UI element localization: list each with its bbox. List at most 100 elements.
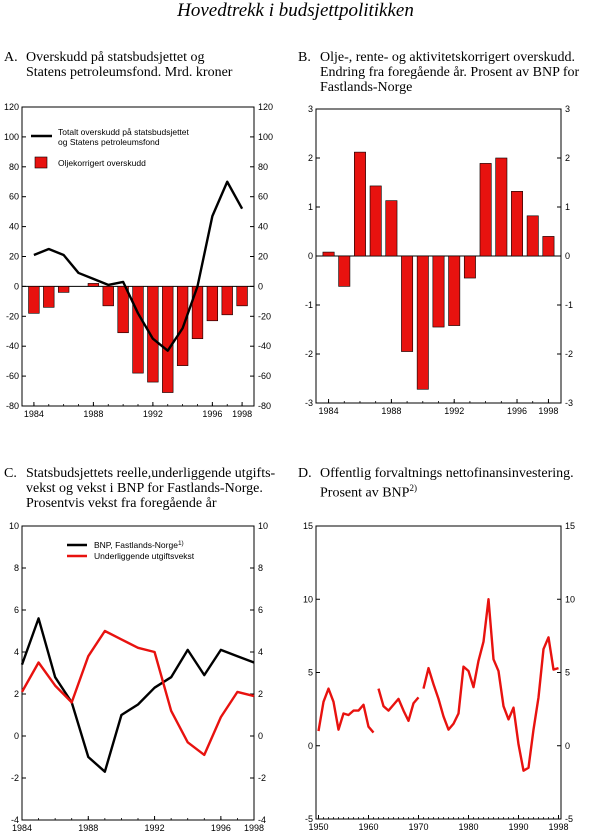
panel-a-legend-label-2: Oljekorrigert overskudd: [58, 158, 146, 168]
panel-b-xtick-label: 1996: [507, 406, 527, 416]
panel-c-black-line: [20, 617, 255, 773]
panel-c-red-line: [20, 629, 255, 757]
panel-a-ytick-label-left: -20: [6, 311, 19, 321]
panel-b-ytick-label-left: -3: [305, 398, 313, 408]
panel-c-letter: C.: [4, 466, 17, 481]
panel-d-line-segment: [377, 688, 420, 723]
panel-a-ytick-label-right: 20: [258, 252, 268, 262]
panel-a-ytick-label-left: 80: [9, 162, 19, 172]
panel-d-ytick-label-right: 5: [565, 668, 570, 678]
panel-b-ytick-label-right: 2: [565, 153, 570, 163]
panel-b-ytick-label-right: 0: [565, 251, 570, 261]
panel-a-legend-label-1: Totalt overskudd på statsbudsjettet: [58, 127, 190, 137]
panel-a-ytick-label-right: -40: [258, 341, 271, 351]
panel-b-xtick-label: 1992: [444, 406, 464, 416]
panel-a-title: A. Overskudd på statsbudsjettet og State…: [4, 50, 284, 82]
panel-a-xtick-label: 1998: [232, 409, 252, 419]
panel-c-ytick-label-left: 6: [14, 605, 19, 615]
panel-b-ytick-label-right: 3: [565, 104, 570, 114]
panel-b-bar: [495, 157, 508, 257]
panel-a-legend-label-1b: og Statens petroleumsfond: [58, 137, 160, 147]
panel-d-ytick-label-left: 5: [308, 668, 313, 678]
panel-c-ytick-label-right: 10: [258, 521, 268, 531]
panel-c-xtick-label: 1996: [211, 823, 231, 833]
panel-c-ytick-label-left: 2: [14, 689, 19, 699]
panel-d-ytick-label-right: 10: [565, 594, 575, 604]
panel-b-bar: [448, 255, 461, 326]
panel-b-bar: [526, 215, 539, 257]
panel-b-ytick-label-left: -2: [305, 349, 313, 359]
panel-d-ytick-label-left: 10: [303, 594, 313, 604]
panel-a-bar: [206, 286, 219, 322]
panel-b-ytick-label-right: -2: [565, 349, 573, 359]
panel-b-bar: [416, 255, 429, 390]
panel-d-line-segment: [317, 687, 375, 734]
panel-c-xtick-label: 1984: [12, 823, 32, 833]
panel-a-bar: [117, 286, 129, 334]
panel-c-ytick-label-right: 4: [258, 647, 263, 657]
panel-b-ytick-label-left: -1: [305, 300, 313, 310]
panel-c-ytick-label-left: 4: [14, 647, 19, 657]
panel-c-ytick-label-right: -2: [258, 773, 266, 783]
panel-d-xtick-label: 1990: [508, 822, 528, 832]
panel-c-ytick-label-right: -4: [258, 815, 266, 825]
panel-a-ytick-label-left: 100: [4, 132, 19, 142]
panel-b-bar: [463, 255, 476, 279]
panel-c-xtick-label: 1998: [244, 823, 264, 833]
panel-b-bar: [432, 255, 445, 328]
panel-b-bar: [338, 255, 351, 287]
panel-b-xtick-label: 1998: [538, 406, 558, 416]
panel-a-black-line: [33, 180, 244, 352]
panel-b-bar: [511, 191, 523, 257]
page-title: Hovedtrekk i budsjettpolitikken: [177, 0, 414, 21]
panel-a-bar: [43, 286, 55, 308]
panel-a-ytick-label-right: 60: [258, 192, 268, 202]
panel-d-ytick-label-right: -5: [565, 814, 573, 824]
panel-a-ytick-label-right: -20: [258, 311, 271, 321]
panel-d-frame: [315, 525, 562, 820]
panel-b-ytick-label-left: 3: [308, 104, 313, 114]
panel-c-ytick-label-left: -4: [11, 815, 19, 825]
panel-a-ytick-label-left: -60: [6, 371, 19, 381]
panel-b-bar: [322, 251, 335, 257]
panel-b-bar: [479, 163, 492, 257]
panel-b-bar: [354, 151, 366, 257]
panel-a-ytick-label-right: -60: [258, 371, 271, 381]
panel-c-title-text: Statsbudsjettets reelle,underliggende ut…: [26, 466, 276, 511]
panel-c-legend-label-1: BNP, Fastlands-Norge1): [94, 540, 184, 550]
panel-a-ytick-label-right: 80: [258, 162, 268, 172]
panel-a-ytick-label-left: 60: [9, 192, 19, 202]
panel-a-xtick-label: 1988: [83, 409, 103, 419]
panel-c-legend-footnote: 1): [178, 540, 184, 547]
panel-d-xtick-label: 1980: [458, 822, 478, 832]
panel-a-ytick-label-right: 100: [258, 132, 273, 142]
panel-a-bar: [87, 283, 100, 287]
panel-d-xtick-label: 1970: [408, 822, 428, 832]
panel-c-title: C. Statsbudsjettets reelle,underliggende…: [4, 466, 294, 514]
panel-c-ytick-label-right: 6: [258, 605, 263, 615]
panel-c-ytick-label-right: 0: [258, 731, 263, 741]
panel-d-letter: D.: [298, 466, 312, 481]
panel-a-ytick-label-right: -80: [258, 401, 271, 411]
panel-b-bar: [369, 185, 382, 257]
panel-d-xtick-label: 1998: [548, 822, 568, 832]
panel-b-letter: B.: [298, 50, 311, 65]
panel-a-bar: [147, 286, 159, 383]
panel-a-ytick-label-right: 0: [258, 281, 263, 291]
panel-c-ytick-label-left: -2: [11, 773, 19, 783]
panel-b-ytick-label-left: 1: [308, 202, 313, 212]
panel-c-xtick-label: 1992: [145, 823, 165, 833]
panel-a-ytick-label-left: 40: [9, 222, 19, 232]
panel-b-ytick-label-left: 2: [308, 153, 313, 163]
panel-a-bar: [221, 286, 233, 316]
panel-a-ytick-label-right: 40: [258, 222, 268, 232]
panel-a-bar: [28, 286, 40, 314]
panel-a-xtick-label: 1992: [143, 409, 163, 419]
panel-a-ytick-label-left: 120: [4, 102, 19, 112]
panel-b-ytick-label-left: 0: [308, 251, 313, 261]
panel-c-ytick-label-left: 8: [14, 563, 19, 573]
panel-a-title-text: Overskudd på statsbudsjettet og Statens …: [26, 50, 233, 80]
panel-c-frame: [21, 525, 255, 821]
panel-b-bar: [401, 255, 414, 352]
